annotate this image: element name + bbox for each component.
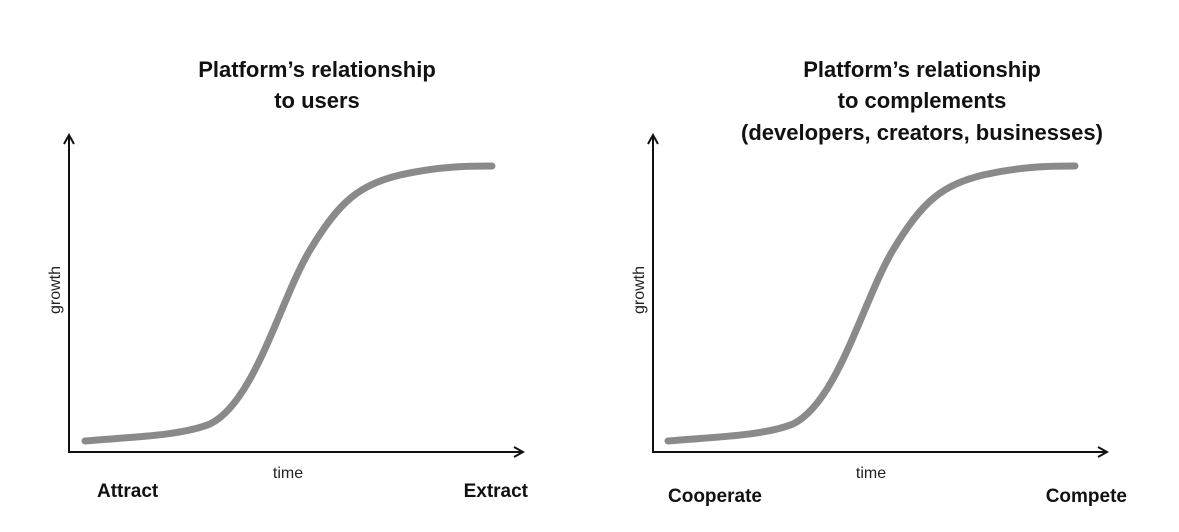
panel-title-line: Platform’s relationship (198, 57, 436, 82)
start-stage-label: Cooperate (668, 486, 762, 507)
s-curve (81, 162, 496, 445)
panel-title-line: to users (274, 88, 360, 113)
panel-complements: Platform’s relationship to complements (… (631, 57, 1127, 507)
panel-title-line: to complements (838, 88, 1007, 113)
panel-title-line: (developers, creators, businesses) (741, 120, 1103, 145)
end-stage-label: Extract (464, 481, 529, 502)
end-stage-label: Compete (1046, 486, 1127, 507)
start-stage-label: Attract (97, 481, 159, 502)
s-curve (664, 162, 1079, 445)
x-axis-label: time (273, 465, 303, 482)
panel-title-line: Platform’s relationship (803, 57, 1041, 82)
y-axis-label: growth (47, 266, 64, 314)
x-axis-label: time (856, 465, 886, 482)
y-axis-label: growth (631, 266, 648, 314)
panel-users: Platform’s relationship to users growth … (47, 57, 529, 502)
